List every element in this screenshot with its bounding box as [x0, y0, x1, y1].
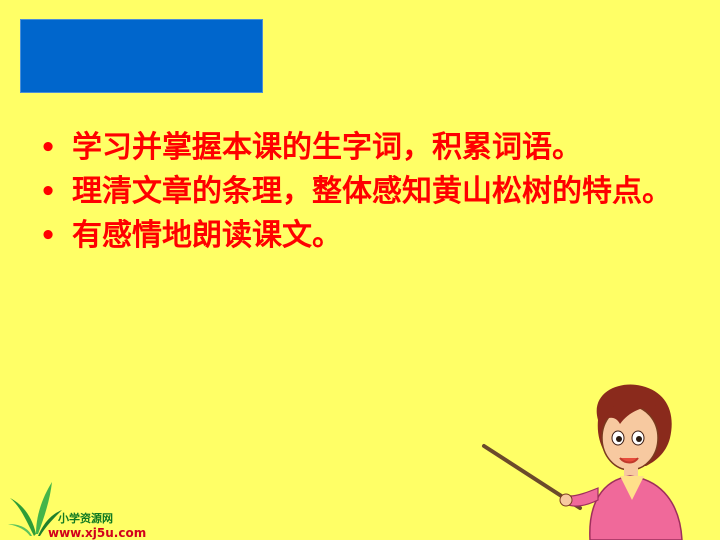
bullet-dot-icon: •: [39, 221, 57, 251]
title-box: [20, 19, 263, 93]
leaf-logo-icon: [8, 482, 62, 536]
bullet-item: • 理清文章的条理，整体感知黄山松树的特点。: [36, 172, 676, 212]
bullet-list: • 学习并掌握本课的生字词，积累词语。 • 理清文章的条理，整体感知黄山松树的特…: [36, 128, 676, 260]
bullet-text: 学习并掌握本课的生字词，积累词语。: [72, 130, 582, 165]
logo-url[interactable]: www.xj5u.com: [48, 526, 147, 540]
bullet-dot-icon: •: [39, 177, 57, 207]
bullet-dot-icon: •: [39, 133, 57, 163]
bullet-item: • 有感情地朗读课文。: [36, 216, 676, 256]
teacher-with-pointer-illustration: [482, 384, 683, 540]
bullet-item: • 学习并掌握本课的生字词，积累词语。: [36, 128, 676, 168]
bullet-text: 有感情地朗读课文。: [72, 218, 342, 253]
logo-name: 小学资源网: [58, 512, 113, 525]
bullet-text: 理清文章的条理，整体感知黄山松树的特点。: [72, 174, 672, 209]
